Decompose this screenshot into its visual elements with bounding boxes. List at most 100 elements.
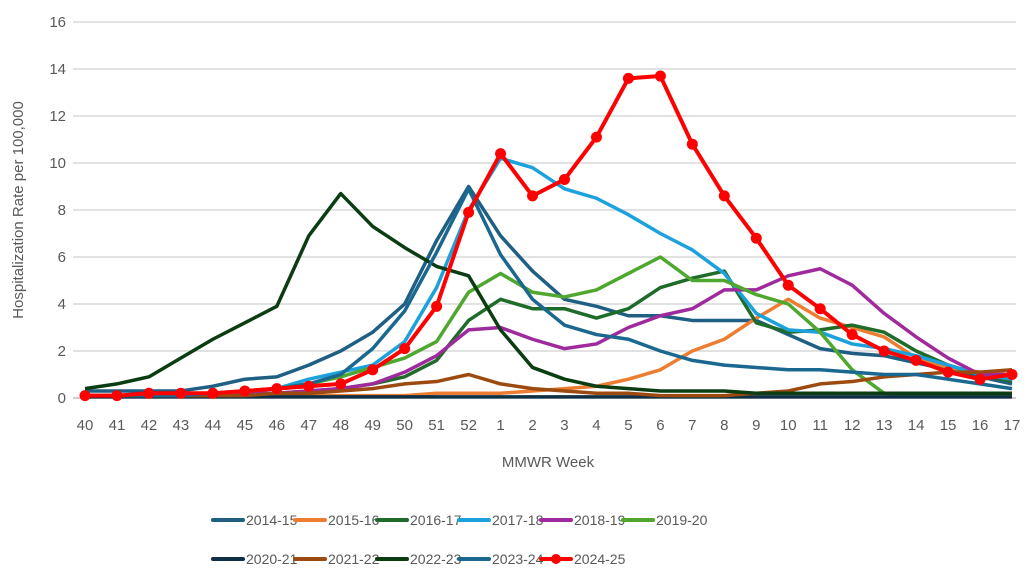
legend-item-2016-17: 2016-17 (375, 512, 462, 528)
x-tick-label: 16 (972, 417, 989, 434)
x-tick-label: 11 (812, 417, 828, 434)
legend-label: 2021-22 (328, 551, 380, 567)
x-tick-label: 50 (396, 417, 413, 434)
series-line-2021-22 (85, 368, 1013, 398)
y-tick-label: 16 (49, 14, 66, 31)
y-axis-title: Hospitalization Rate per 100,000 (10, 101, 27, 319)
x-tick-label: 42 (141, 417, 158, 434)
x-tick-label: 9 (752, 417, 760, 434)
data-point-2024-25 (654, 70, 666, 82)
data-point-2024-25 (622, 72, 634, 84)
legend-label: 2017-18 (492, 512, 544, 528)
data-point-2024-25 (207, 387, 219, 399)
x-tick-label: 1 (496, 417, 504, 434)
data-point-2024-25 (558, 173, 570, 185)
series-line-2023-24 (85, 187, 1013, 398)
data-point-2024-25 (335, 378, 347, 390)
series-line-2022-23 (84, 191, 1012, 396)
legend-marker (551, 554, 561, 564)
data-point-2024-25 (686, 138, 698, 150)
legend-item-2014-15: 2014-15 (211, 512, 298, 528)
legend-item-2015-16: 2015-16 (293, 512, 380, 528)
x-tick-label: 4 (592, 417, 600, 434)
series-line-2017-18 (85, 156, 1013, 398)
legend-label: 2018-19 (574, 512, 626, 528)
data-point-2024-25 (367, 364, 379, 376)
x-tick-label: 2 (528, 417, 536, 434)
data-point-2024-25 (495, 148, 507, 160)
legend-item-2022-23: 2022-23 (375, 551, 462, 567)
y-tick-label: 14 (49, 61, 66, 78)
legend-item-2023-24: 2023-24 (457, 551, 544, 567)
series-line-2014-15 (85, 184, 1013, 393)
legend-label: 2015-16 (328, 512, 380, 528)
data-point-2024-25 (239, 385, 251, 397)
legend: 2014-15 2015-16 2016-17 2017-18 2018-19 2019-… (211, 512, 708, 567)
legend-label: 2014-15 (246, 512, 298, 528)
x-tick-label: 47 (300, 417, 317, 434)
x-tick-label: 44 (205, 417, 222, 434)
y-axis-ticks: 0 2 4 6 8 10 12 14 16 (49, 14, 66, 407)
x-tick-label: 12 (844, 417, 861, 434)
series-lines (79, 70, 1018, 402)
x-tick-label: 49 (364, 417, 381, 434)
legend-item-2024-25: 2024-25 (539, 551, 626, 567)
data-point-2024-25 (111, 390, 123, 402)
data-point-2024-25 (143, 387, 155, 399)
x-tick-label: 15 (940, 417, 957, 434)
y-tick-label: 12 (49, 108, 66, 125)
x-tick-label: 46 (268, 417, 285, 434)
x-tick-label: 5 (624, 417, 632, 434)
y-tick-label: 2 (58, 343, 66, 360)
x-tick-label: 40 (77, 417, 94, 434)
data-point-2024-25 (1006, 369, 1018, 380)
x-tick-label: 6 (656, 417, 664, 434)
data-point-2024-25 (750, 232, 762, 244)
data-point-2024-25 (590, 131, 602, 143)
data-point-2024-25 (878, 345, 890, 357)
legend-item-2020-21: 2020-21 (211, 551, 298, 567)
y-tick-label: 6 (58, 249, 66, 266)
x-tick-label: 3 (560, 417, 568, 434)
legend-item-2018-19: 2018-19 (539, 512, 626, 528)
y-tick-label: 10 (49, 155, 66, 172)
data-point-2024-25 (271, 383, 283, 395)
data-point-2024-25 (175, 387, 187, 399)
data-point-2024-25 (303, 380, 315, 392)
data-point-2024-25 (399, 343, 411, 355)
x-tick-label: 7 (688, 417, 696, 434)
legend-label: 2020-21 (246, 551, 298, 567)
data-point-2024-25 (942, 366, 954, 378)
legend-item-2021-22: 2021-22 (293, 551, 380, 567)
legend-label: 2022-23 (410, 551, 462, 567)
legend-label: 2024-25 (574, 551, 626, 567)
x-tick-label: 51 (428, 417, 445, 434)
y-tick-label: 8 (58, 202, 66, 219)
legend-label: 2019-20 (656, 512, 708, 528)
data-point-2024-25 (79, 390, 91, 402)
x-axis-ticks: 40 41 42 43 44 45 46 47 48 49 50 51 52 1 2 3 4 5 6 7 8 9 10 11 1… (77, 417, 1021, 434)
x-tick-label: 14 (908, 417, 925, 434)
data-point-2024-25 (910, 354, 922, 366)
x-tick-label: 45 (236, 417, 253, 434)
data-point-2024-25 (814, 303, 826, 315)
data-point-2024-25 (782, 279, 794, 291)
x-tick-label: 41 (109, 417, 126, 434)
y-tick-label: 4 (58, 296, 66, 313)
data-point-2024-25 (463, 206, 475, 218)
y-tick-label: 0 (58, 390, 66, 407)
x-axis-title: MMWR Week (502, 454, 595, 471)
legend-label: 2023-24 (492, 551, 544, 567)
x-tick-label: 13 (876, 417, 893, 434)
x-tick-label: 48 (332, 417, 349, 434)
legend-label: 2016-17 (410, 512, 462, 528)
x-tick-label: 8 (720, 417, 728, 434)
data-point-2024-25 (431, 300, 443, 312)
data-point-2024-25 (846, 329, 858, 341)
data-point-2024-25 (718, 190, 730, 202)
legend-item-2019-20: 2019-20 (621, 512, 708, 528)
legend-item-2017-18: 2017-18 (457, 512, 544, 528)
x-tick-label: 52 (460, 417, 477, 434)
x-tick-label: 17 (1004, 417, 1021, 434)
